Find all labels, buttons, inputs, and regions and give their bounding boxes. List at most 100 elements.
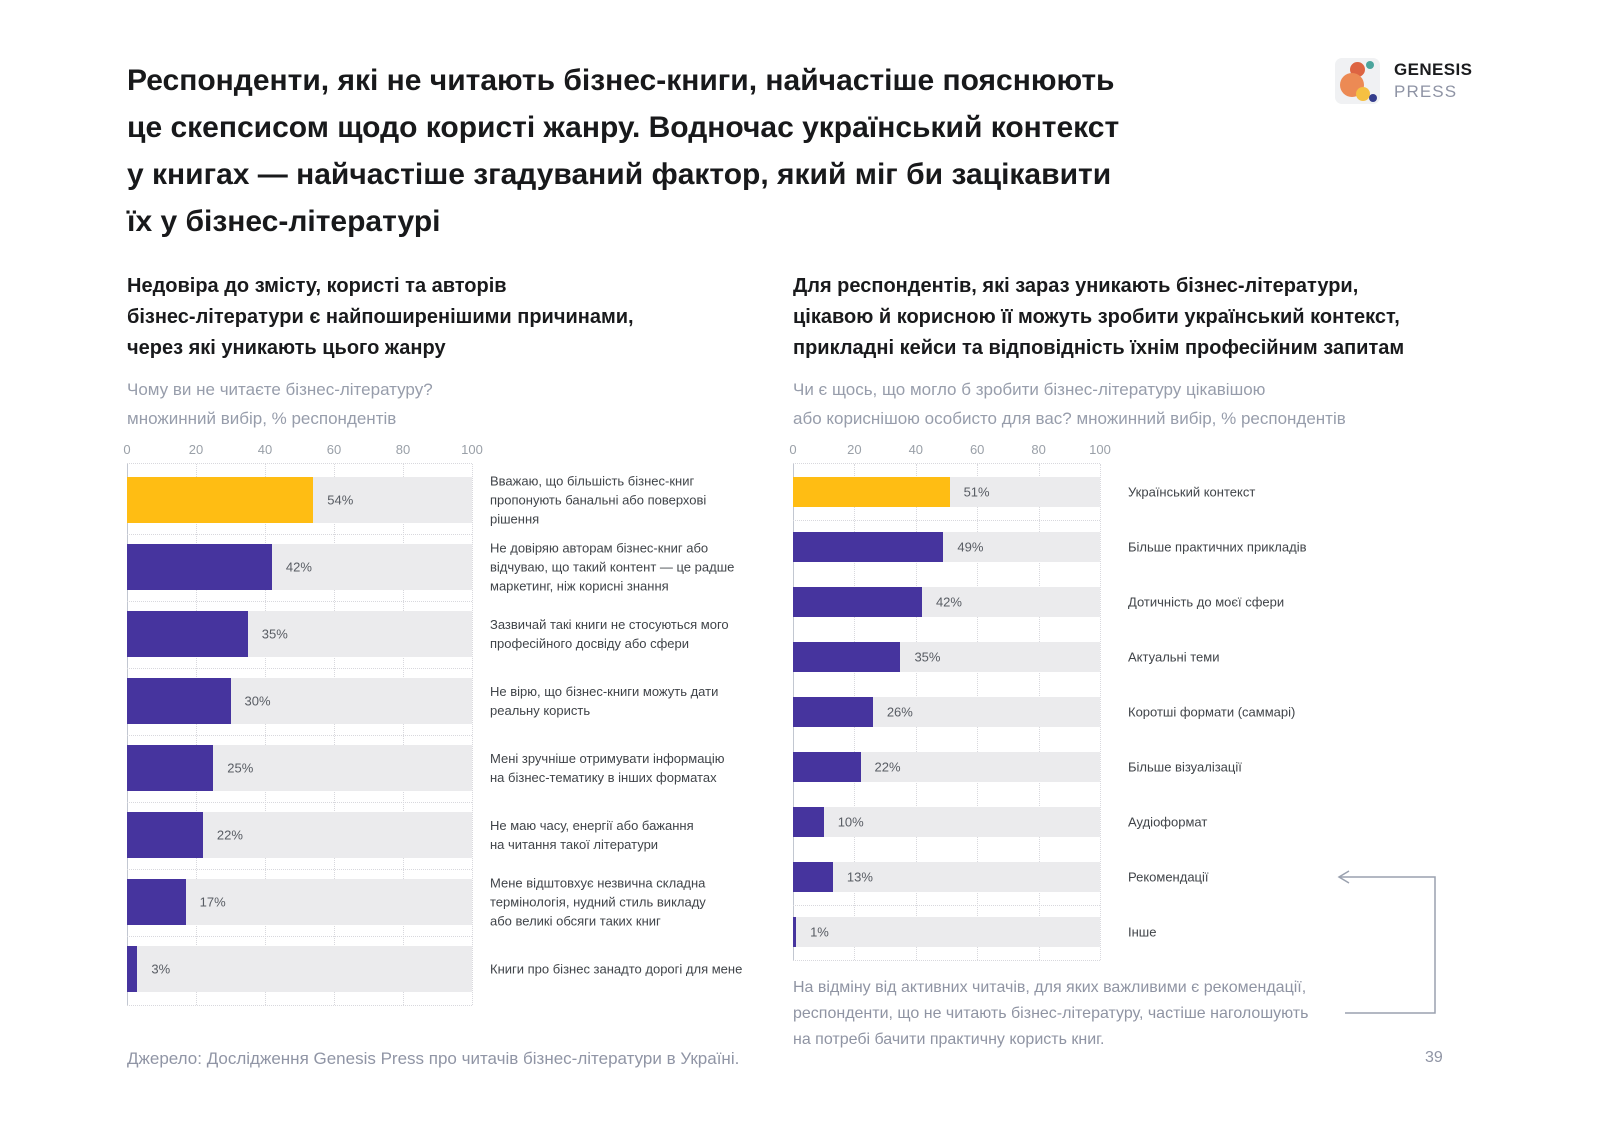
bar-fill [793, 752, 861, 782]
bar-category-label: Зазвичай такі книги не стосуються мого п… [490, 617, 729, 651]
bar-value-label: 10% [837, 814, 864, 830]
bar-track: 10% [793, 807, 1100, 837]
bar-rows: 51% Український контекст 49% Більше практич… [793, 463, 1493, 961]
bar-value-label: 42% [935, 594, 962, 610]
axis-tick-label: 100 [461, 442, 483, 457]
bar-row: 42% Дотичність до моєї сфери [793, 587, 1493, 617]
chart-why-not-read: 0 20 40 60 80 100 54% Вважаю, що більшість бізн… [123, 441, 782, 1006]
axis-tick-label: 20 [188, 442, 204, 457]
left-chart-question: Чому ви не читаєте бізнес-літературу? мн… [127, 380, 433, 428]
bar-fill [793, 917, 797, 947]
bar-track: 22% [793, 752, 1100, 782]
gridline [1100, 464, 1101, 960]
axis-tick-label: 60 [969, 442, 985, 457]
gridline [472, 464, 473, 1005]
bar-value-label: 17% [199, 894, 226, 910]
bar-value-label: 13% [846, 869, 873, 885]
chart-what-could-attract: 0 20 40 60 80 100 51% Український контекст 49% Бі… [789, 441, 1493, 961]
row-divider [127, 600, 472, 602]
bar-row: 42% Не довіряю авторам бізнес-книг або ві… [127, 541, 782, 594]
bar-row: 49% Більше практичних прикладів [793, 532, 1493, 562]
bar-row: 35% Актуальні теми [793, 642, 1493, 672]
bar-fill [127, 544, 272, 590]
bar-row: 25% Мені зручніше отримувати інформацію н… [127, 745, 782, 791]
bar-row: 17% Мене відштовхує незвична складна терм… [127, 876, 782, 929]
annotation-note: На відміну від активних читачів, для яки… [793, 979, 1309, 1048]
bar-category-label: Не довіряю авторам бізнес-книг або відчу… [490, 540, 735, 594]
bar-row: 54% Вважаю, що більшість бізнес-книг проп… [127, 474, 782, 527]
bar-fill [127, 611, 248, 657]
bar-value-label: 51% [963, 484, 990, 500]
bar-row: 10% Аудіоформат [793, 807, 1493, 837]
bar-category-label: Аудіоформат [1128, 814, 1208, 830]
left-column: Недовіра до змісту, користі та авторів б… [123, 271, 782, 1006]
bar-row: 22% Не маю часу, енергії або бажання на ч… [127, 812, 782, 858]
bar-track: 49% [793, 532, 1100, 562]
logo-mark-icon [1335, 58, 1380, 104]
bar-track: 25% [127, 745, 472, 791]
bar-category-label: Інше [1128, 924, 1157, 940]
page-number: 39 [1425, 1049, 1443, 1066]
plot-area: 54% Вважаю, що більшість бізнес-книг проп… [127, 463, 782, 1006]
bar-fill [793, 807, 824, 837]
logo-circle-yellow [1356, 87, 1370, 101]
logo-text: GENESIS PRESS [1394, 58, 1472, 102]
axis-tick-label: 40 [257, 442, 273, 457]
bar-category-label: Не маю часу, енергії або бажання на чита… [490, 818, 694, 852]
bar-value-label: 26% [886, 704, 913, 720]
bar-row: 51% Український контекст [793, 477, 1493, 507]
axis-tick-label: 0 [123, 442, 131, 457]
x-axis: 0 20 40 60 80 100 [789, 441, 1110, 461]
bar-track: 17% [127, 879, 472, 925]
genesis-press-logo: GENESIS PRESS [1335, 58, 1472, 104]
page-title: Респонденти, які не читають бізнес-книги… [127, 64, 1120, 238]
bar-track: 13% [793, 862, 1100, 892]
bar-track: 42% [793, 587, 1100, 617]
bar-value-label: 22% [874, 759, 901, 775]
bar-category-label: Більше практичних прикладів [1128, 539, 1307, 555]
row-divider [793, 904, 1100, 906]
bar-track: 26% [793, 697, 1100, 727]
logo-name: GENESIS [1394, 60, 1473, 79]
axis-tick-label: 80 [395, 442, 411, 457]
bar-track: 22% [127, 812, 472, 858]
bar-row: 30% Не вірю, що бізнес-книги можуть дати … [127, 678, 782, 724]
axis-tick-label: 0 [789, 442, 797, 457]
bar-category-label: Не вірю, що бізнес-книги можуть дати реа… [490, 684, 719, 718]
left-chart-heading: Недовіра до змісту, користі та авторів б… [127, 275, 634, 359]
bar-fill [793, 642, 901, 672]
axis-tick-label: 100 [1089, 442, 1111, 457]
right-chart-question: Чи є щось, що могло б зробити бізнес-літ… [793, 380, 1346, 428]
bar-category-label: Коротші формати (саммарі) [1128, 704, 1296, 720]
bar-track: 42% [127, 544, 472, 590]
bar-row: 3% Книги про бізнес занадто дорогі для ме… [127, 946, 782, 992]
bar-value-label: 3% [151, 961, 171, 977]
bar-fill [127, 678, 231, 724]
bar-value-label: 35% [261, 626, 288, 642]
bar-value-label: 49% [957, 539, 984, 555]
bar-fill [127, 745, 214, 791]
bar-fill [127, 879, 186, 925]
bar-fill [793, 587, 922, 617]
bar-fill [793, 862, 833, 892]
bar-value-label: 1% [810, 924, 829, 940]
row-divider [127, 801, 472, 803]
bar-fill [793, 477, 950, 507]
bar-category-label: Вважаю, що більшість бізнес-книг пропону… [490, 473, 707, 527]
plot-area: 51% Український контекст 49% Більше практич… [793, 463, 1493, 961]
bar-value-label: 42% [285, 559, 312, 575]
bar-value-label: 35% [914, 649, 941, 665]
bar-row: 35% Зазвичай такі книги не стосуються мог… [127, 611, 782, 657]
source-caption: Джерело: Дослідження Genesis Press про ч… [127, 1049, 740, 1068]
axis-tick-label: 60 [326, 442, 342, 457]
bar-rows: 54% Вважаю, що більшість бізнес-книг проп… [127, 463, 782, 1006]
logo-circle-teal [1366, 61, 1374, 69]
bar-fill [793, 697, 873, 727]
bar-track: 30% [127, 678, 472, 724]
bar-category-label: Більше візуалізації [1128, 759, 1242, 775]
bar-value-label: 30% [244, 693, 271, 709]
bar-row: 26% Коротші формати (саммарі) [793, 697, 1493, 727]
bar-value-label: 54% [327, 492, 354, 508]
bar-category-label: Український контекст [1128, 484, 1256, 500]
bar-category-label: Книги про бізнес занадто дорогі для мене [490, 961, 743, 977]
